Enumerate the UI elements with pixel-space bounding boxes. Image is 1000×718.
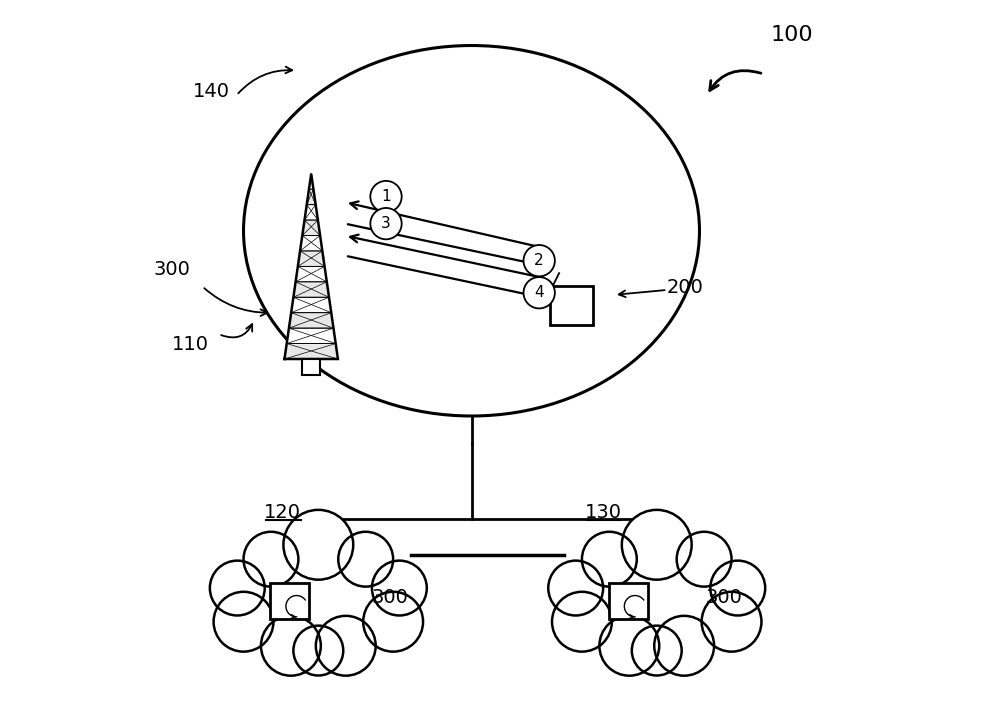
Polygon shape (289, 313, 333, 328)
FancyBboxPatch shape (270, 584, 309, 619)
Polygon shape (291, 297, 331, 313)
Circle shape (552, 592, 612, 652)
Circle shape (316, 616, 376, 676)
Polygon shape (296, 266, 327, 282)
Circle shape (338, 532, 393, 587)
Text: 130: 130 (585, 503, 622, 522)
Circle shape (632, 625, 682, 676)
Polygon shape (287, 328, 336, 344)
Polygon shape (284, 344, 338, 359)
Text: 100: 100 (771, 25, 813, 45)
Polygon shape (300, 236, 322, 251)
Circle shape (214, 592, 273, 652)
Circle shape (677, 532, 732, 587)
Text: 1: 1 (381, 189, 391, 204)
Text: 300: 300 (706, 588, 743, 607)
Circle shape (372, 561, 427, 615)
Text: 300: 300 (154, 261, 191, 279)
Circle shape (702, 592, 761, 652)
Circle shape (710, 561, 765, 615)
Text: 300: 300 (371, 588, 408, 607)
Circle shape (370, 181, 402, 213)
Circle shape (210, 561, 265, 615)
Polygon shape (307, 190, 316, 205)
Text: 3: 3 (381, 216, 391, 231)
Circle shape (548, 561, 603, 615)
Polygon shape (293, 282, 329, 297)
Text: 200: 200 (667, 279, 704, 297)
Polygon shape (305, 205, 318, 220)
Circle shape (283, 510, 353, 579)
Polygon shape (298, 251, 325, 266)
Polygon shape (309, 174, 313, 190)
Text: 120: 120 (264, 503, 301, 522)
FancyBboxPatch shape (609, 584, 648, 619)
Ellipse shape (244, 45, 699, 416)
Polygon shape (302, 220, 320, 236)
Text: 4: 4 (534, 285, 544, 300)
Circle shape (261, 616, 321, 676)
Circle shape (622, 510, 692, 579)
FancyBboxPatch shape (550, 286, 593, 325)
Circle shape (524, 277, 555, 309)
Circle shape (582, 532, 637, 587)
Circle shape (370, 208, 402, 239)
Text: 140: 140 (193, 83, 230, 101)
FancyBboxPatch shape (302, 359, 320, 375)
Circle shape (524, 245, 555, 276)
Circle shape (244, 532, 298, 587)
Circle shape (599, 616, 659, 676)
Text: 2: 2 (534, 253, 544, 269)
Text: 110: 110 (172, 335, 209, 354)
Circle shape (363, 592, 423, 652)
Circle shape (654, 616, 714, 676)
Circle shape (293, 625, 343, 676)
